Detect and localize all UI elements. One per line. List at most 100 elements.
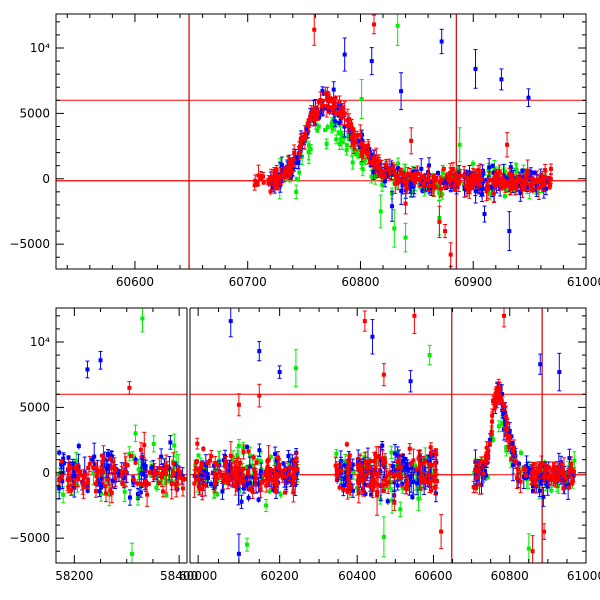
data-point (482, 205, 487, 223)
data-point (387, 158, 392, 180)
data-point (403, 222, 408, 253)
data-point (268, 188, 273, 196)
data-point (473, 170, 478, 186)
data-point (491, 395, 496, 406)
data-point (549, 487, 554, 494)
data-point (530, 535, 535, 563)
data-point (119, 471, 124, 482)
data-point (194, 458, 199, 464)
data-point (555, 460, 560, 475)
data-point (276, 474, 281, 479)
data-point (98, 350, 103, 370)
data-point (276, 451, 281, 464)
data-point (223, 467, 228, 481)
data-point (474, 474, 479, 480)
data-point (371, 149, 376, 167)
data-point (392, 494, 397, 511)
plot-frame (55, 13, 587, 270)
data-point (128, 453, 133, 459)
data-point (412, 308, 417, 335)
data-point (213, 456, 218, 470)
data-point (266, 175, 271, 185)
data-point (538, 172, 543, 190)
data-point (470, 159, 475, 168)
data-point (312, 14, 317, 46)
data-point (215, 491, 220, 497)
data-point (538, 353, 543, 375)
data-point (293, 463, 298, 477)
data-point (398, 469, 403, 476)
data-point (548, 182, 553, 188)
data-point (399, 468, 404, 488)
data-point (245, 537, 250, 552)
data-point (507, 211, 512, 252)
data-point (546, 471, 551, 487)
data-point (446, 176, 451, 184)
data-point (250, 484, 255, 500)
data-point (485, 178, 490, 200)
data-point (473, 49, 478, 89)
data-point (111, 461, 116, 473)
data-point (342, 37, 347, 72)
data-point (305, 119, 310, 128)
data-point (557, 352, 562, 392)
data-point (520, 181, 525, 189)
data-point (246, 448, 251, 455)
data-point (370, 319, 375, 355)
data-point (316, 123, 321, 130)
data-point (507, 167, 512, 181)
data-point (339, 114, 344, 120)
data-point (381, 516, 386, 558)
data-point (489, 425, 494, 439)
data-point (541, 179, 546, 192)
data-point (492, 172, 497, 180)
data-point (444, 171, 449, 179)
data-point (287, 160, 292, 180)
data-point (345, 142, 350, 148)
data-point (196, 453, 201, 458)
data-point (294, 184, 299, 200)
data-point (442, 182, 447, 191)
data-point (499, 68, 504, 91)
data-point (420, 174, 425, 180)
data-point (543, 163, 548, 177)
data-point (435, 170, 440, 176)
x-tick-label: 58200 (55, 569, 93, 583)
data-point (490, 177, 495, 185)
data-point (283, 468, 288, 485)
data-point (504, 188, 509, 193)
data-point (361, 141, 366, 155)
plot-area (56, 14, 586, 269)
data-point (283, 169, 288, 179)
data-point (293, 349, 298, 388)
data-point (267, 488, 272, 495)
data-point (85, 360, 90, 379)
data-point (524, 472, 529, 479)
data-point (325, 123, 330, 131)
data-point (98, 465, 103, 477)
data-point (526, 533, 531, 563)
data-point (434, 448, 439, 461)
data-point (277, 174, 282, 180)
data-point (368, 158, 373, 166)
data-point (277, 365, 282, 379)
data-point (141, 481, 146, 489)
y-tick-label: 5000 (19, 400, 50, 414)
data-point (414, 172, 419, 185)
data-point (102, 476, 107, 496)
data-point (227, 476, 232, 482)
data-point (361, 487, 366, 497)
data-point (209, 480, 214, 489)
data-point (374, 147, 379, 173)
data-point (331, 81, 336, 98)
data-point (426, 180, 431, 192)
data-point (423, 458, 428, 465)
data-point (199, 461, 204, 474)
data-point (152, 471, 157, 481)
data-point (137, 472, 142, 495)
data-point (294, 176, 299, 182)
data-point (333, 95, 338, 101)
x-tick-label: 60900 (454, 275, 492, 289)
data-point (149, 464, 154, 471)
data-point (246, 494, 251, 502)
